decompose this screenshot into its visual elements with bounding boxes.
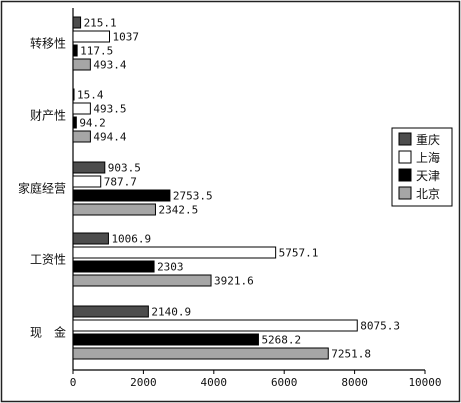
data-label: 7251.8 bbox=[331, 348, 371, 361]
bar bbox=[72, 44, 78, 57]
data-label: 2140.9 bbox=[151, 306, 191, 319]
legend-swatch bbox=[398, 150, 412, 164]
legend-label: 上海 bbox=[416, 150, 440, 165]
bar bbox=[72, 203, 156, 216]
data-label: 493.5 bbox=[93, 103, 126, 116]
bar bbox=[72, 161, 106, 174]
x-tick-label: 8000 bbox=[341, 376, 368, 389]
category-label: 现 金 bbox=[30, 325, 66, 340]
bar bbox=[72, 102, 91, 115]
legend-label: 北京 bbox=[416, 187, 440, 201]
bar bbox=[72, 189, 171, 202]
bar bbox=[72, 246, 277, 259]
category-label: 财产性 bbox=[30, 109, 66, 123]
bar bbox=[72, 347, 329, 360]
data-label: 15.4 bbox=[77, 89, 104, 102]
bar bbox=[72, 333, 259, 346]
data-label: 787.7 bbox=[104, 176, 137, 189]
bar bbox=[72, 30, 111, 43]
x-tick-label: 6000 bbox=[271, 376, 298, 389]
data-label: 94.2 bbox=[79, 117, 106, 130]
data-label: 215.1 bbox=[84, 17, 117, 30]
data-label: 8075.3 bbox=[360, 320, 400, 333]
bar bbox=[72, 58, 91, 71]
legend-swatch bbox=[398, 168, 412, 182]
bar bbox=[72, 305, 149, 318]
x-tick-label: 2000 bbox=[130, 376, 157, 389]
data-label: 3921.6 bbox=[214, 275, 254, 288]
data-label: 117.5 bbox=[80, 45, 113, 58]
bar bbox=[72, 88, 75, 101]
data-label: 2342.5 bbox=[158, 204, 198, 217]
bar bbox=[72, 319, 358, 332]
bar bbox=[72, 116, 77, 129]
x-tick-label: 4000 bbox=[201, 376, 228, 389]
x-tick-label: 10000 bbox=[408, 376, 441, 389]
x-tick-label: 0 bbox=[70, 376, 77, 389]
legend-label: 重庆 bbox=[416, 133, 440, 147]
bar bbox=[72, 130, 91, 143]
data-label: 1006.9 bbox=[111, 233, 151, 246]
category-label: 转移性 bbox=[30, 36, 66, 51]
data-label: 2303 bbox=[157, 261, 184, 274]
data-label: 5757.1 bbox=[279, 247, 319, 260]
data-label: 903.5 bbox=[108, 162, 141, 175]
category-label: 家庭经营 bbox=[18, 181, 66, 196]
bar bbox=[72, 232, 109, 245]
data-label: 5268.2 bbox=[261, 334, 301, 347]
legend-swatch bbox=[398, 132, 412, 146]
data-label: 2753.5 bbox=[173, 190, 213, 203]
bar bbox=[72, 16, 82, 29]
bar bbox=[72, 260, 155, 273]
bar bbox=[72, 175, 102, 188]
legend-label: 天津 bbox=[416, 169, 440, 183]
bar bbox=[72, 274, 212, 287]
legend-swatch bbox=[398, 186, 412, 200]
data-label: 1037 bbox=[113, 31, 140, 44]
data-label: 494.4 bbox=[93, 131, 126, 144]
category-label: 工资性 bbox=[30, 253, 66, 267]
data-label: 493.4 bbox=[93, 59, 126, 72]
